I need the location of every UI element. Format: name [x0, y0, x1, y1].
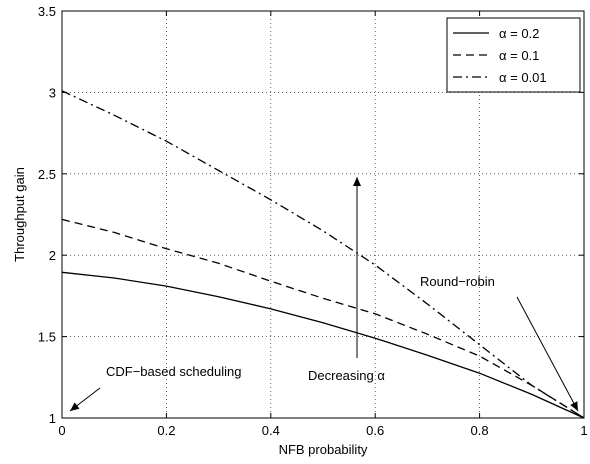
series-line-dashdot — [61, 90, 585, 419]
plot-frame — [61, 10, 585, 419]
annotation-cdf-based-scheduling: CDF−based scheduling — [106, 364, 242, 379]
arrow-cdf-based-scheduling — [69, 387, 101, 412]
legend-label: α = 0.2 — [499, 26, 539, 41]
x-tick-label: 0 — [58, 423, 65, 438]
y-axis-label: Throughput gain — [12, 167, 27, 262]
annotation-decreasing-alpha: Decreasing α — [308, 368, 385, 383]
x-tick-label: 0.6 — [366, 423, 384, 438]
legend-label: α = 0.01 — [499, 70, 547, 85]
series-line-dashed — [61, 218, 585, 419]
y-tick-label: 1 — [49, 411, 56, 426]
x-axis-label: NFB probability — [279, 442, 368, 457]
arrow-round-robin — [516, 296, 579, 412]
y-tick-label: 2.5 — [38, 167, 56, 182]
x-tick-label: 0.2 — [157, 423, 175, 438]
y-tick-label: 3.5 — [38, 4, 56, 19]
y-tick-label: 1.5 — [38, 330, 56, 345]
y-tick-label: 2 — [49, 248, 56, 263]
y-tick-label: 3 — [49, 85, 56, 100]
annotation-round-robin: Round−robin — [420, 274, 495, 289]
x-tick-label: 0.8 — [471, 423, 489, 438]
legend-label: α = 0.1 — [499, 48, 539, 63]
series-line-solid — [61, 271, 585, 419]
x-tick-label: 1 — [580, 423, 587, 438]
x-tick-label: 0.4 — [262, 423, 280, 438]
